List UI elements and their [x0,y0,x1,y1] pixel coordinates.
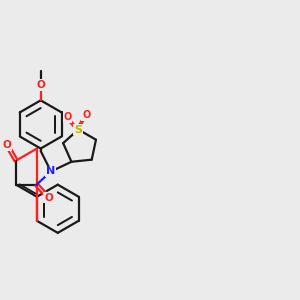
Text: O: O [36,80,45,90]
Text: O: O [44,193,53,203]
Text: N: N [46,167,56,176]
Text: O: O [82,110,90,120]
Text: O: O [3,140,12,150]
Text: S: S [74,124,82,134]
Text: O: O [63,112,72,122]
